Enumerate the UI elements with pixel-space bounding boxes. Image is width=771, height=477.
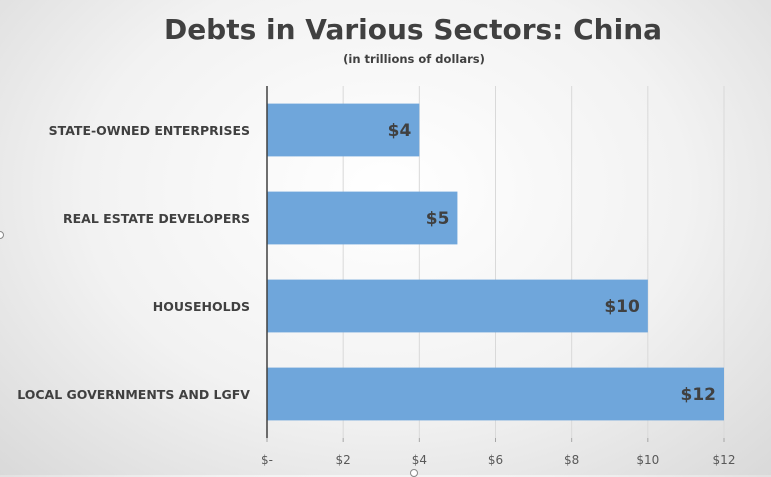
category-label: LOCAL GOVERNMENTS AND LGFV	[17, 387, 250, 402]
category-label: STATE-OWNED ENTERPRISES	[49, 123, 250, 138]
tick-label: $12	[713, 453, 736, 467]
bars: $4 $5 $10 $12	[267, 103, 724, 421]
bar	[267, 367, 724, 421]
bar	[267, 103, 420, 157]
category-label: REAL ESTATE DEVELOPERS	[63, 211, 250, 226]
chart-title: Debts in Various Sectors: China	[164, 13, 662, 46]
tick-label: $6	[488, 453, 503, 467]
data-label: $5	[426, 209, 450, 229]
x-axis-ticks: $- $2 $4 $6 $8 $10 $12	[261, 438, 735, 467]
bar	[267, 279, 648, 333]
chart-subtitle: (in trillions of dollars)	[343, 52, 485, 66]
tick-label: $2	[336, 453, 351, 467]
tick-label: $4	[412, 453, 427, 467]
data-label: $12	[681, 385, 717, 405]
data-label: $4	[388, 121, 412, 141]
category-labels: STATE-OWNED ENTERPRISES REAL ESTATE DEVEL…	[17, 123, 250, 402]
bar	[267, 191, 458, 245]
tick-label: $10	[636, 453, 659, 467]
data-label: $10	[604, 297, 640, 317]
tick-label: $-	[261, 453, 273, 467]
resize-handle-bottom[interactable]	[410, 469, 418, 477]
tick-label: $8	[564, 453, 579, 467]
category-label: HOUSEHOLDS	[153, 299, 250, 314]
